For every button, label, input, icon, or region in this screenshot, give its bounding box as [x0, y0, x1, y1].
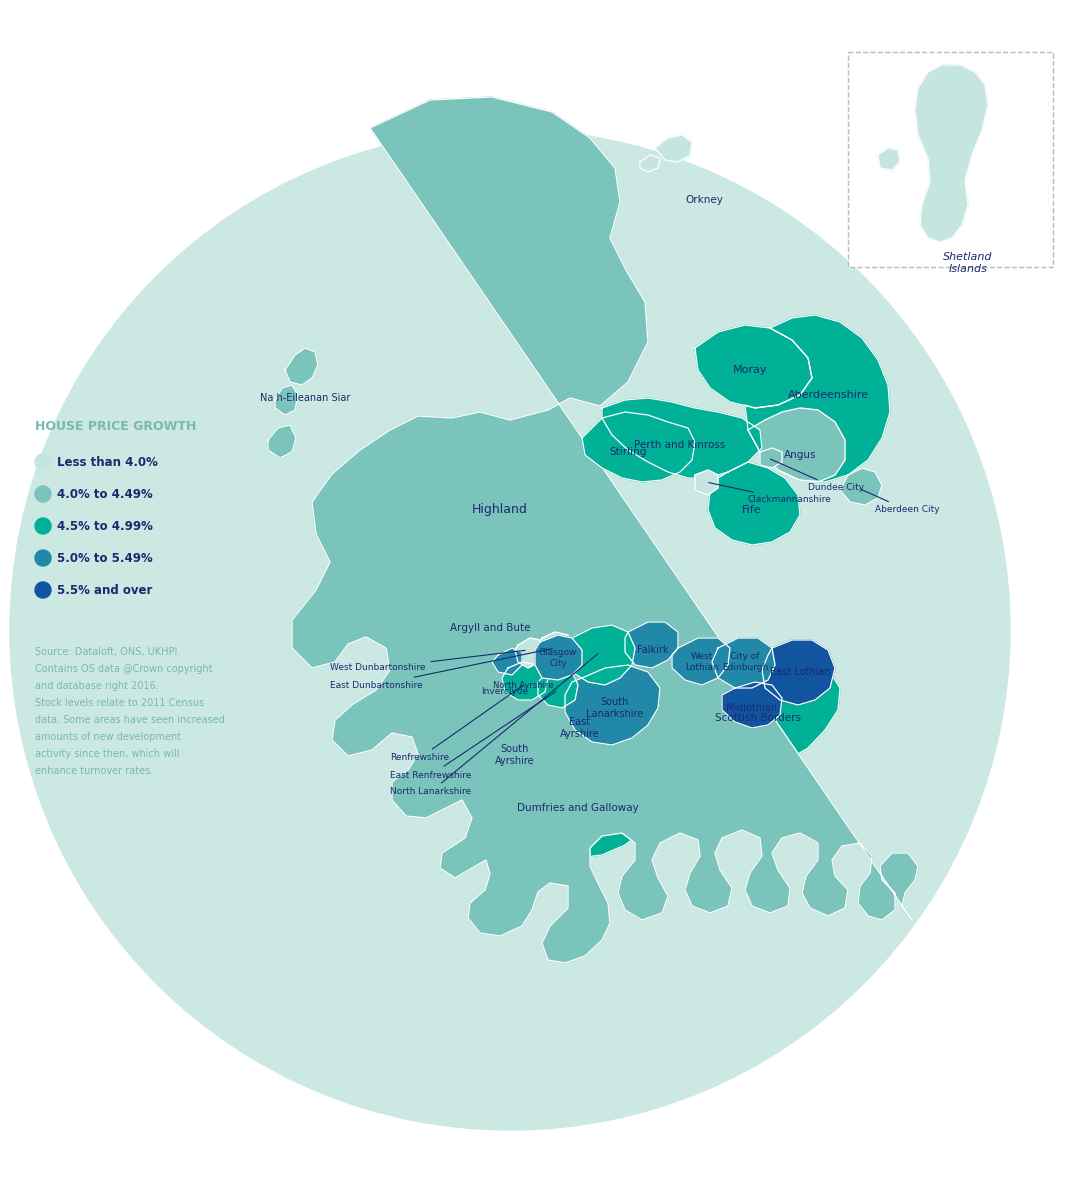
Text: South
Ayrshire: South Ayrshire: [496, 745, 535, 766]
Text: North Ayrshire: North Ayrshire: [492, 681, 553, 689]
Circle shape: [35, 454, 51, 470]
Text: HOUSE PRICE GROWTH: HOUSE PRICE GROWTH: [35, 420, 197, 433]
Bar: [848, 52, 1053, 267]
Text: amounts of new development: amounts of new development: [35, 732, 181, 742]
Text: Source: Dataloft, ONS, UKHPI.: Source: Dataloft, ONS, UKHPI.: [35, 647, 180, 657]
Text: Midlothian: Midlothian: [727, 703, 778, 713]
Text: Aberdeenshire: Aberdeenshire: [787, 391, 868, 400]
Polygon shape: [602, 398, 762, 478]
Text: and database right 2016.: and database right 2016.: [35, 681, 159, 691]
Polygon shape: [748, 408, 845, 481]
Text: Dundee City: Dundee City: [770, 459, 864, 492]
Circle shape: [10, 130, 1010, 1130]
Text: Shetland
Islands: Shetland Islands: [943, 253, 993, 274]
Text: Contains OS data @Crown copyright: Contains OS data @Crown copyright: [35, 664, 213, 674]
Text: West Dunbartonshire: West Dunbartonshire: [330, 650, 525, 673]
Polygon shape: [672, 638, 730, 686]
Polygon shape: [840, 468, 882, 505]
Text: Angus: Angus: [784, 450, 816, 460]
Text: Less than 4.0%: Less than 4.0%: [57, 455, 158, 468]
Text: Highland: Highland: [472, 504, 528, 517]
Text: Na h-Eileanan Siar: Na h-Eileanan Siar: [260, 393, 350, 404]
Polygon shape: [625, 622, 678, 668]
Text: 4.0% to 4.49%: 4.0% to 4.49%: [57, 487, 152, 500]
Text: West
Lothian: West Lothian: [685, 653, 719, 671]
Text: 5.5% and over: 5.5% and over: [57, 583, 152, 597]
Polygon shape: [654, 135, 692, 162]
Polygon shape: [660, 655, 840, 768]
Polygon shape: [640, 155, 660, 172]
Polygon shape: [723, 682, 782, 728]
Text: 4.5% to 4.99%: 4.5% to 4.99%: [57, 519, 153, 532]
Polygon shape: [285, 348, 318, 385]
Polygon shape: [502, 662, 548, 700]
Polygon shape: [712, 638, 775, 688]
Polygon shape: [275, 385, 298, 415]
Text: Scottish Borders: Scottish Borders: [715, 713, 801, 723]
Polygon shape: [565, 666, 660, 745]
Polygon shape: [745, 315, 890, 481]
Text: Stock levels relate to 2011 Census: Stock levels relate to 2011 Census: [35, 699, 204, 708]
Text: South
Lanarkshire: South Lanarkshire: [586, 697, 644, 719]
Text: Aberdeen City: Aberdeen City: [861, 490, 940, 514]
Polygon shape: [515, 638, 545, 668]
Text: Glasgow
City: Glasgow City: [539, 648, 577, 668]
Text: Moray: Moray: [732, 365, 767, 375]
Text: Argyll and Bute: Argyll and Bute: [449, 623, 530, 632]
Text: Fife: Fife: [742, 505, 761, 514]
Polygon shape: [708, 463, 800, 545]
Text: Inverclyde: Inverclyde: [482, 688, 528, 696]
Text: City of
Edinburgh: City of Edinburgh: [721, 653, 768, 671]
Text: Orkney: Orkney: [685, 195, 723, 205]
Polygon shape: [478, 666, 538, 717]
Text: East Lothian: East Lothian: [770, 667, 831, 677]
Polygon shape: [430, 532, 475, 570]
Polygon shape: [411, 575, 448, 608]
Polygon shape: [538, 632, 572, 666]
Circle shape: [35, 486, 51, 502]
Polygon shape: [268, 425, 296, 458]
Text: East
Ayrshire: East Ayrshire: [561, 717, 599, 739]
Text: East Dunbartonshire: East Dunbartonshire: [330, 649, 552, 689]
Polygon shape: [762, 640, 835, 704]
Polygon shape: [878, 148, 900, 170]
Polygon shape: [435, 582, 532, 671]
Text: Clackmannanshire: Clackmannanshire: [708, 483, 832, 505]
Text: Stirling: Stirling: [609, 447, 647, 457]
Polygon shape: [915, 65, 988, 242]
Polygon shape: [538, 670, 578, 708]
Text: North Lanarkshire: North Lanarkshire: [390, 654, 598, 796]
Text: data. Some areas have seen increased: data. Some areas have seen increased: [35, 715, 225, 725]
Text: activity since then, which will: activity since then, which will: [35, 749, 179, 759]
Text: Renfrewshire: Renfrewshire: [390, 686, 523, 762]
Circle shape: [35, 582, 51, 598]
Circle shape: [35, 550, 51, 566]
Polygon shape: [760, 448, 782, 468]
Polygon shape: [696, 470, 718, 494]
Polygon shape: [292, 97, 918, 963]
Polygon shape: [535, 635, 582, 680]
Text: 5.0% to 5.49%: 5.0% to 5.49%: [57, 551, 152, 564]
Text: enhance turnover rates.: enhance turnover rates.: [35, 766, 153, 776]
Text: Perth and Kinross: Perth and Kinross: [634, 440, 726, 450]
Polygon shape: [475, 717, 555, 788]
Polygon shape: [492, 648, 522, 675]
Text: Falkirk: Falkirk: [637, 645, 669, 655]
Polygon shape: [582, 412, 696, 481]
Circle shape: [35, 518, 51, 535]
Polygon shape: [565, 625, 635, 686]
Polygon shape: [498, 745, 660, 858]
Text: Dumfries and Galloway: Dumfries and Galloway: [517, 804, 639, 813]
Polygon shape: [542, 691, 615, 752]
Polygon shape: [696, 324, 812, 408]
Text: East Renfrewshire: East Renfrewshire: [390, 691, 556, 780]
